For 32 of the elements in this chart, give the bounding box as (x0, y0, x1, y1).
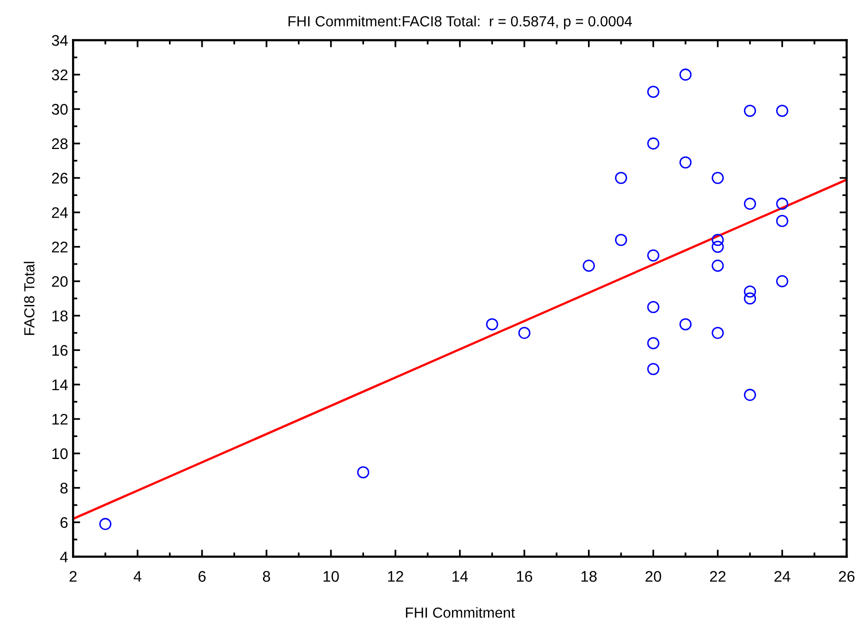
y-axis-title: FACI8 Total (24, 262, 34, 335)
x-tick-label: 24 (774, 571, 790, 582)
x-tick-label: 2 (70, 571, 77, 582)
x-tick-label: 10 (324, 571, 339, 582)
x-tick-label: 14 (452, 571, 468, 582)
y-tick-label: 8 (60, 482, 68, 494)
x-tick-label: 20 (646, 571, 662, 582)
x-tick-label: 22 (710, 571, 726, 582)
y-tick-label: 32 (52, 69, 68, 80)
y-tick-label: 34 (52, 35, 68, 46)
y-tick-label: 20 (52, 276, 68, 287)
y-tick-label: 6 (60, 517, 68, 528)
chart-title: FHI Commitment:FACI8 Total: r = 0.5874, p = 0.0004 (288, 16, 632, 30)
y-tick-label: 24 (52, 207, 68, 218)
y-tick-label: 18 (52, 310, 68, 322)
y-tick-label: 30 (52, 104, 68, 115)
x-axis-title: FHI Commitment (406, 607, 515, 618)
y-tick-label: 10 (52, 448, 68, 460)
y-tick-label: 26 (52, 172, 68, 184)
x-tick-label: 8 (262, 571, 270, 582)
x-tick-label: 12 (388, 571, 404, 582)
y-tick-label: 16 (52, 344, 68, 356)
y-tick-label: 14 (52, 380, 68, 390)
y-tick-label: 22 (52, 242, 68, 252)
x-tick-label: 18 (581, 571, 597, 582)
x-tick-label: 4 (134, 571, 142, 582)
x-tick-label: 26 (838, 571, 854, 582)
x-tick-label: 16 (517, 571, 532, 582)
y-tick-label: 12 (52, 414, 68, 425)
x-tick-label: 6 (198, 571, 206, 582)
y-tick-label: 28 (52, 138, 68, 150)
y-tick-label: 4 (60, 552, 68, 562)
